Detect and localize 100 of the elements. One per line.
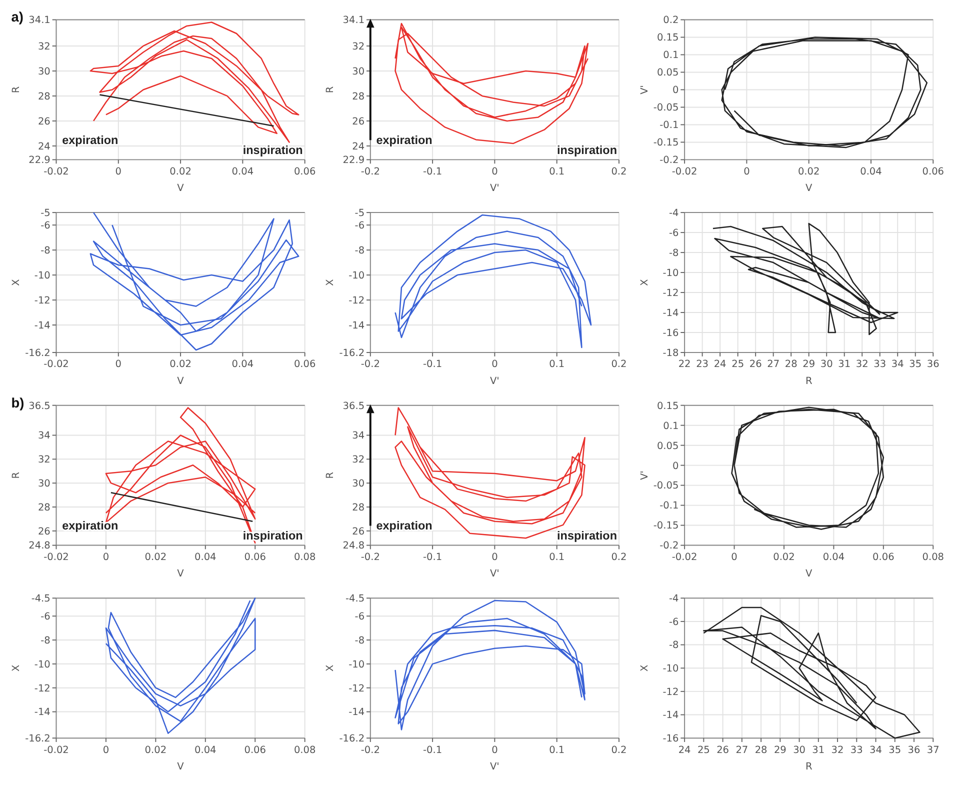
y-tick-label: -0.1 [660, 120, 679, 132]
x-tick-label: 33 [850, 744, 863, 756]
y-tick-label: -14 [348, 707, 365, 718]
y-tick-label: -8 [354, 245, 365, 256]
y-axis-title: X [11, 664, 22, 672]
x-tick-label: 30 [793, 744, 806, 756]
y-tick-label: 36.5 [28, 400, 50, 412]
x-axis-title: R [805, 376, 812, 387]
x-axis-title: V' [490, 183, 500, 194]
x-tick-label: 27 [767, 359, 780, 370]
y-tick-label: -12 [662, 288, 679, 299]
y-tick-label: 0.1 [663, 50, 679, 62]
x-tick-label: 0.02 [144, 744, 167, 756]
x-axis-title: V [806, 568, 812, 580]
y-tick-label: -16.2 [25, 734, 50, 745]
line-series [703, 606, 920, 739]
x-tick-label: 0.04 [194, 552, 216, 563]
x-axis-title: V [806, 183, 812, 194]
y-tick-label: 0.05 [656, 68, 679, 79]
y-tick-label: 24.8 [342, 540, 365, 552]
y-tick-label: -0.2 [660, 155, 679, 166]
y-tick-label: 32 [352, 41, 365, 52]
x-tick-label: 0.04 [822, 552, 845, 563]
x-tick-label: 0 [492, 744, 498, 756]
x-axis-title: V [177, 761, 184, 772]
y-tick-label: -16 [662, 734, 679, 745]
y-tick-label: 24 [38, 141, 50, 152]
y-tick-label: -10 [662, 664, 679, 675]
y-tick-label: -16 [662, 328, 679, 339]
x-tick-label: -0.02 [44, 744, 69, 756]
x-tick-label: 26 [749, 359, 762, 370]
x-tick-label: 28 [784, 359, 798, 370]
x-tick-label: 0.08 [294, 552, 316, 563]
y-axis-title: V' [639, 85, 650, 94]
x-tick-label: 0.2 [611, 744, 627, 756]
x-tick-label: 0.04 [194, 744, 216, 756]
x-tick-label: 32 [856, 359, 868, 370]
x-tick-label: 0 [492, 552, 498, 563]
y-tick-label: 30 [38, 478, 50, 490]
x-tick-label: 23 [696, 359, 709, 370]
y-tick-label: 32 [38, 454, 50, 466]
y-tick-label: 34.1 [342, 15, 365, 26]
y-tick-label: 28 [352, 91, 365, 102]
x-tick-label: 0 [744, 166, 750, 178]
x-tick-label: 0 [731, 552, 738, 563]
x-tick-label: 0.2 [611, 552, 627, 563]
x-tick-label: 0.08 [922, 552, 944, 563]
y-tick-label: -0.1 [660, 500, 679, 512]
y-tick-label: -12 [34, 683, 50, 694]
y-tick-label: -12 [348, 683, 365, 694]
line-series [394, 600, 586, 730]
x-tick-label: 36 [926, 359, 940, 370]
y-tick-label: -8 [668, 640, 679, 652]
y-tick-label: 28 [38, 502, 50, 514]
x-tick-label: 0.06 [872, 552, 894, 563]
x-tick-label: 22 [678, 359, 691, 370]
annotation: expiration [376, 520, 432, 533]
y-axis-title: X [325, 278, 336, 286]
x-tick-label: 0.04 [232, 359, 254, 370]
y-axis-title: R [11, 472, 22, 479]
x-tick-label: 0.02 [798, 166, 820, 178]
x-tick-label: 0 [102, 552, 110, 563]
x-tick-label: 0.1 [549, 552, 565, 563]
y-tick-label: 34 [38, 430, 50, 442]
x-tick-label: 0.2 [611, 359, 627, 370]
x-tick-label: -0.02 [44, 552, 69, 563]
annotation: expiration [376, 134, 432, 148]
y-tick-label: -0.2 [660, 540, 679, 552]
y-tick-label: 0 [672, 85, 679, 96]
line-series [731, 406, 884, 530]
x-tick-label: 37 [926, 744, 940, 756]
x-tick-label: 0.02 [170, 359, 192, 370]
y-tick-label: 0.1 [663, 420, 679, 432]
x-axis-title: V' [490, 376, 500, 387]
x-tick-label: 0.06 [244, 744, 266, 756]
y-tick-label: 0.15 [656, 400, 679, 412]
x-tick-label: 0.04 [232, 166, 254, 178]
y-tick-label: 28 [352, 502, 365, 514]
y-tick-label: -0.15 [653, 520, 679, 532]
y-tick-label: 24 [352, 141, 365, 152]
y-tick-label: -6 [354, 612, 365, 623]
x-axis-title: V' [490, 568, 500, 580]
y-tick-label: -6 [668, 228, 679, 239]
x-tick-label: 29 [802, 359, 816, 370]
y-tick-label: 26 [352, 116, 365, 128]
y-tick-label: -18 [662, 348, 679, 359]
y-tick-label: 30 [352, 478, 365, 490]
x-tick-label: -0.1 [423, 359, 442, 370]
x-tick-label: 0.1 [549, 166, 565, 178]
y-axis-title: X [11, 278, 22, 286]
x-tick-label: 0.06 [922, 166, 944, 178]
x-tick-label: 0 [492, 166, 498, 178]
y-tick-label: 0 [672, 460, 679, 472]
x-tick-label: 0.1 [549, 359, 565, 370]
y-tick-label: -0.15 [653, 138, 679, 149]
x-axis-title: R [805, 761, 812, 772]
y-tick-label: 34.1 [28, 15, 50, 26]
y-tick-label: -14 [662, 308, 679, 319]
annotation: inspiration [557, 529, 618, 542]
y-tick-label: -6 [354, 220, 365, 232]
